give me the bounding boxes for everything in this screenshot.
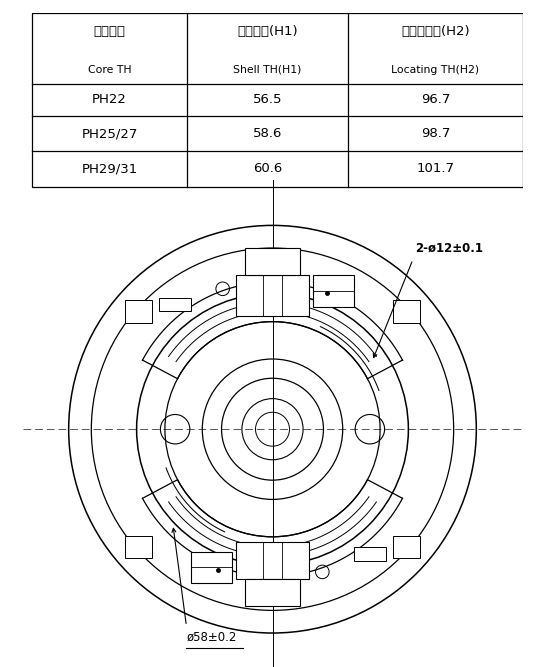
Bar: [125, 536, 153, 558]
Text: 101.7: 101.7: [416, 162, 455, 175]
Text: PH25/27: PH25/27: [81, 127, 138, 140]
Bar: [313, 275, 354, 307]
Text: 98.7: 98.7: [421, 127, 450, 140]
Bar: [245, 248, 300, 275]
Bar: [159, 298, 191, 311]
Bar: [354, 547, 386, 560]
Text: 铁芯厚度: 铁芯厚度: [94, 25, 125, 37]
Text: ø58±0.2: ø58±0.2: [186, 631, 237, 644]
Text: PH22: PH22: [92, 93, 127, 107]
Text: PH29/31: PH29/31: [81, 162, 138, 175]
Text: 60.6: 60.6: [253, 162, 282, 175]
Text: 定位面高度(H2): 定位面高度(H2): [401, 25, 470, 37]
Text: Shell TH(H1): Shell TH(H1): [233, 65, 302, 75]
Text: 96.7: 96.7: [421, 93, 450, 107]
Bar: [125, 300, 153, 323]
Text: 56.5: 56.5: [253, 93, 282, 107]
Bar: [237, 275, 308, 316]
Text: Core TH: Core TH: [88, 65, 131, 75]
Bar: [392, 300, 420, 323]
Bar: [237, 542, 308, 579]
Bar: [191, 552, 232, 583]
Text: Locating TH(H2): Locating TH(H2): [391, 65, 480, 75]
Bar: [392, 536, 420, 558]
Text: 机壳高度(H1): 机壳高度(H1): [237, 25, 298, 37]
Text: 58.6: 58.6: [253, 127, 282, 140]
Text: 2-ø12±0.1: 2-ø12±0.1: [415, 242, 483, 255]
Bar: [245, 579, 300, 606]
